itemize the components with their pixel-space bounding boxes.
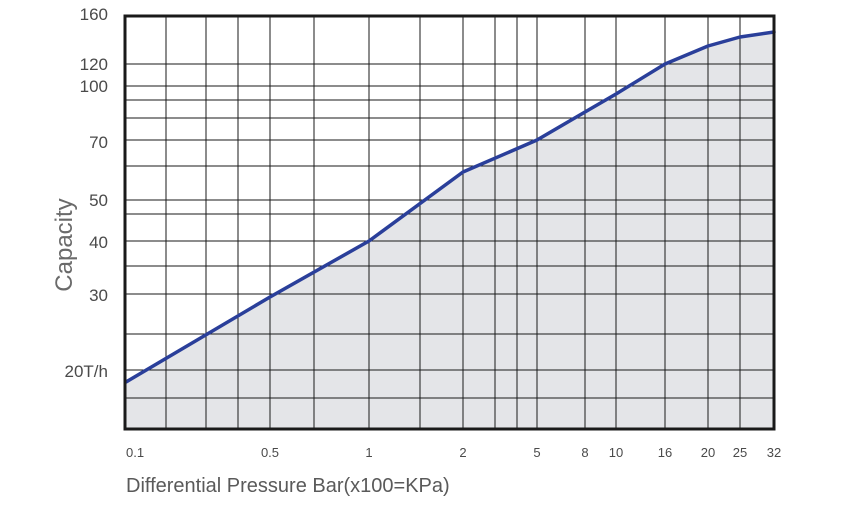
y-tick-label: 160 [80,5,108,24]
x-tick-label: 16 [658,445,672,460]
y-tick-label: 40 [89,233,108,252]
x-tick-label: 10 [609,445,623,460]
x-tick-label: 20 [701,445,715,460]
y-tick-label: 120 [80,55,108,74]
x-tick-label: 25 [733,445,747,460]
x-tick-label: 32 [767,445,781,460]
x-tick-label: 1 [365,445,372,460]
y-tick-label: 50 [89,191,108,210]
area-fill [125,32,774,429]
x-tick-labels: 0.1 0.5 1 2 5 8 10 16 20 25 32 [126,445,781,460]
y-tick-label: 30 [89,286,108,305]
x-tick-label: 2 [459,445,466,460]
y-tick-label: 100 [80,77,108,96]
grid-lines [125,16,774,429]
y-tick-label: 20T/h [65,362,108,381]
area-fill-group [125,32,774,429]
x-axis-label: Differential Pressure Bar(x100=KPa) [126,475,450,497]
y-axis-label: Capacity [51,198,78,291]
x-tick-label: 5 [533,445,540,460]
y-tick-labels: 160 120 100 70 50 40 30 20T/h [65,5,108,381]
x-tick-label: 0.1 [126,445,144,460]
x-tick-label: 0.5 [261,445,279,460]
plot-frame [123,14,776,431]
y-tick-label: 70 [89,133,108,152]
series-line-group [124,30,776,384]
x-tick-label: 8 [581,445,588,460]
